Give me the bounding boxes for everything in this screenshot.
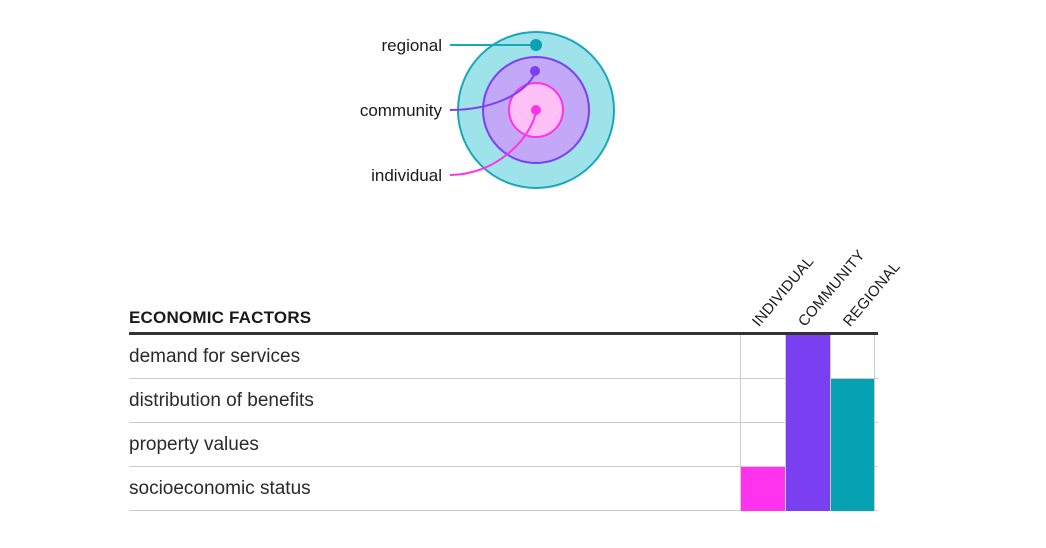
cell-community: [785, 379, 830, 423]
cell-individual: [740, 379, 785, 423]
legend-label-community: community: [360, 101, 443, 120]
individual-dot: [531, 105, 541, 115]
cell-regional: [830, 335, 875, 379]
cell-individual: [740, 467, 785, 511]
row-label: demand for services: [129, 346, 301, 367]
individual-leader-line: [449, 111, 537, 176]
community-dot: [530, 66, 540, 76]
legend-label-individual: individual: [371, 166, 442, 185]
table-row: socioeconomic status: [129, 467, 878, 511]
table-row: property values: [129, 423, 878, 467]
economic-factors-matrix: INDIVIDUAL COMMUNITY REGIONAL ECONOMIC F…: [129, 230, 904, 511]
nested-circles-legend: regional community individual: [360, 31, 615, 189]
cell-community: [785, 467, 830, 511]
legend-label-regional: regional: [382, 36, 443, 55]
table-row: demand for services: [129, 335, 878, 379]
row-label: distribution of benefits: [129, 390, 314, 411]
cell-individual: [740, 335, 785, 379]
table-row: distribution of benefits: [129, 379, 878, 423]
row-label: property values: [129, 434, 259, 455]
cell-community: [785, 423, 830, 467]
factor-rows: demand for services distribution of bene…: [129, 335, 878, 511]
cell-regional: [830, 467, 875, 511]
regional-dot: [530, 39, 542, 51]
row-label: socioeconomic status: [129, 478, 311, 499]
cell-individual: [740, 423, 785, 467]
community-leader-line: [449, 72, 536, 111]
header-rule: [129, 332, 878, 335]
cell-regional: [830, 379, 875, 423]
section-title: ECONOMIC FACTORS: [129, 308, 312, 327]
cell-regional: [830, 423, 875, 467]
cell-community: [785, 335, 830, 379]
